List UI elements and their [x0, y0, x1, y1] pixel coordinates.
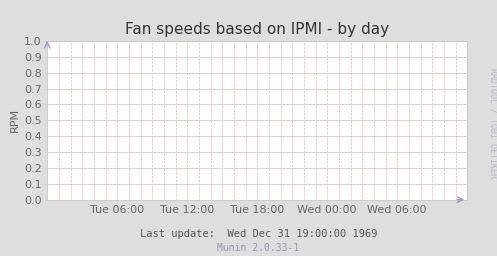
Text: RRDTOOL / TOBI OETIKER: RRDTOOL / TOBI OETIKER	[489, 68, 497, 178]
Text: Munin 2.0.33-1: Munin 2.0.33-1	[217, 243, 300, 253]
Text: Last update:  Wed Dec 31 19:00:00 1969: Last update: Wed Dec 31 19:00:00 1969	[140, 229, 377, 239]
Y-axis label: RPM: RPM	[10, 108, 20, 132]
Title: Fan speeds based on IPMI - by day: Fan speeds based on IPMI - by day	[125, 22, 389, 37]
